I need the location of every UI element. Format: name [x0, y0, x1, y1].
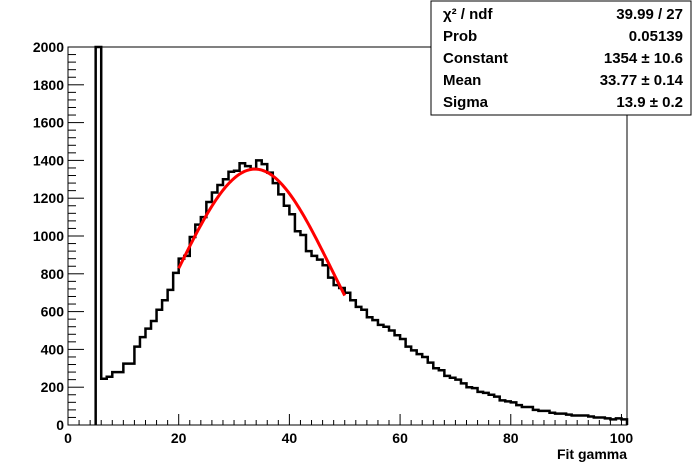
stats-value: 0.05139 [629, 28, 683, 45]
stats-value: 1354 ± 10.6 [604, 50, 683, 67]
y-tick-label: 1600 [33, 115, 64, 131]
stats-box: χ² / ndf 39.99 / 27 Prob 0.05139 Constant 135… [430, 0, 692, 116]
plot-frame [67, 46, 628, 426]
stats-label: Sigma [443, 94, 489, 111]
stats-label: χ² / ndf [443, 6, 493, 23]
y-tick-label: 2000 [33, 39, 64, 55]
y-tick-label: 1200 [33, 190, 64, 206]
x-tick-label: 80 [503, 430, 519, 446]
y-tick-label: 1400 [33, 152, 64, 168]
x-tick-label: 20 [171, 430, 187, 446]
x-axis-title: Fit gamma [557, 446, 627, 462]
y-tick-label: 200 [41, 379, 65, 395]
y-tick-label: 0 [56, 417, 64, 433]
x-tick-label: 40 [282, 430, 298, 446]
y-tick-label: 1800 [33, 77, 64, 93]
x-tick-label: 100 [610, 430, 634, 446]
stats-value: 33.77 ± 0.14 [600, 72, 684, 89]
x-tick-label: 0 [64, 430, 72, 446]
stats-label: Constant [443, 50, 508, 67]
x-tick-label: 60 [392, 430, 408, 446]
stats-box-frame [430, 0, 692, 116]
y-tick-label: 600 [41, 304, 65, 320]
stats-label: Mean [443, 72, 481, 89]
y-axis: 0 200 400 600 800 1000 1200 1400 1600 1800 2000 [33, 39, 84, 433]
stats-value: 13.9 ± 0.2 [616, 94, 683, 111]
y-tick-label: 1000 [33, 228, 64, 244]
stats-label: Prob [443, 28, 477, 45]
y-tick-label: 800 [41, 266, 65, 282]
stats-value: 39.99 / 27 [616, 6, 683, 23]
x-axis: 0 20 40 60 80 100 [64, 414, 633, 446]
y-tick-label: 400 [41, 341, 65, 357]
gaussian-fit-curve [177, 167, 347, 297]
